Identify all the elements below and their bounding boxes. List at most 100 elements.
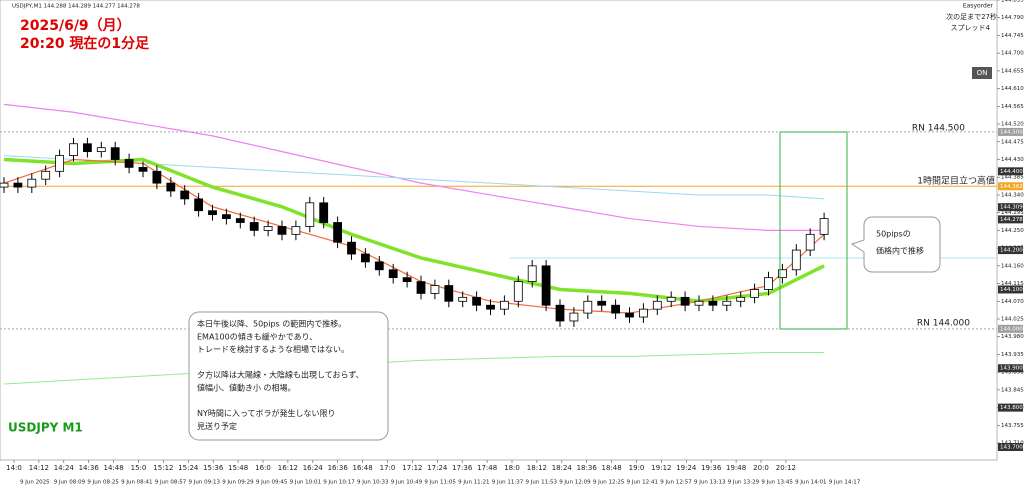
y-tick-label: 143.755 bbox=[1001, 423, 1024, 429]
note-line: 本日午後以降、50pips の範囲内で推移。 bbox=[197, 319, 346, 329]
date-label: 9 Jun 14:17 bbox=[829, 480, 861, 486]
candle-body bbox=[416, 281, 426, 294]
candle-body bbox=[235, 218, 245, 223]
price-tag-label: 144.362 bbox=[1000, 184, 1023, 190]
x-tick-label: 15:12 bbox=[153, 464, 173, 472]
easyorder: Easyorder bbox=[963, 3, 994, 10]
y-tick-label: 144.610 bbox=[1001, 86, 1024, 92]
candle-body bbox=[736, 296, 746, 302]
candle-body bbox=[291, 226, 301, 235]
y-tick-label: 144.295 bbox=[1001, 210, 1024, 216]
x-tick-label: 20:0 bbox=[753, 464, 769, 472]
x-tick-label: 14:12 bbox=[29, 464, 49, 472]
x-tick-label: 16:24 bbox=[303, 464, 324, 472]
date-label: 9 Jun 08:09 bbox=[54, 480, 86, 486]
x-tick-label: 18:0 bbox=[504, 464, 520, 472]
x-tick-label: 17:48 bbox=[477, 464, 497, 472]
price-tag-label: 144.500 bbox=[1000, 129, 1023, 135]
x-tick-label: 18:36 bbox=[577, 464, 598, 472]
price-tag bbox=[998, 246, 1023, 255]
hourly-high-label: 1時間足目立つ高値 bbox=[917, 175, 995, 187]
range-bracket bbox=[779, 131, 848, 330]
candle-body bbox=[360, 253, 370, 263]
price-tag bbox=[998, 403, 1023, 412]
title-line-1: 2025/6/9（月） bbox=[20, 18, 131, 34]
candle-body bbox=[750, 289, 759, 298]
y-tick-label: 144.745 bbox=[1001, 33, 1024, 39]
candle-body bbox=[499, 300, 509, 310]
candle-body bbox=[221, 214, 231, 219]
candle-body bbox=[722, 300, 732, 306]
callout-line: 50pipsの bbox=[876, 230, 911, 239]
candle-body bbox=[374, 261, 384, 271]
candle-body bbox=[597, 300, 607, 306]
y-tick-label: 144.250 bbox=[1001, 228, 1024, 234]
y-tick-label: 144.700 bbox=[1001, 51, 1024, 57]
candle-body bbox=[305, 202, 315, 227]
rn-high-label: RN 144.500 bbox=[912, 124, 965, 134]
date-label: 9 Jun 08:57 bbox=[155, 480, 187, 486]
date-label: 9 Jun 11:05 bbox=[424, 480, 456, 486]
candle-body bbox=[110, 147, 120, 160]
candle-body bbox=[458, 296, 468, 302]
x-tick-label: 18:24 bbox=[552, 464, 573, 472]
x-tick-label: 16:36 bbox=[328, 464, 349, 472]
pair-label: USDJPY M1 bbox=[8, 421, 83, 435]
candle-body bbox=[55, 155, 64, 172]
candle-body bbox=[541, 265, 551, 306]
date-label: 9 Jun 10:33 bbox=[357, 480, 389, 486]
candle-body bbox=[708, 300, 718, 306]
next-bar: 次の足まで27秒 bbox=[946, 12, 997, 21]
candle-body bbox=[430, 285, 440, 294]
candle-body bbox=[652, 300, 662, 310]
candle-body bbox=[791, 249, 801, 271]
candle-body bbox=[166, 182, 176, 192]
candle-body bbox=[333, 222, 343, 243]
date-label: 9 Jun 2025 bbox=[20, 480, 50, 486]
price-tag bbox=[998, 285, 1023, 294]
candle-body bbox=[472, 296, 482, 306]
candle-body bbox=[527, 265, 537, 282]
callout-line: 価格内で推移 bbox=[876, 246, 924, 256]
y-tick-label: 144.565 bbox=[1001, 104, 1024, 110]
candle-body bbox=[347, 241, 356, 255]
candle-body bbox=[819, 218, 829, 235]
note-line: 夕方以降は大陽線・大陰線も出現しておらず、 bbox=[197, 370, 364, 380]
x-tick-label: 19:0 bbox=[629, 464, 645, 472]
x-tick-label: 19:24 bbox=[676, 464, 697, 472]
candle-body bbox=[0, 182, 9, 188]
x-tick-label: 15:36 bbox=[203, 464, 224, 472]
price-tag bbox=[998, 443, 1023, 452]
candle-body bbox=[388, 269, 398, 279]
y-tick-label: 144.835 bbox=[1001, 0, 1024, 4]
x-tick-label: 17:36 bbox=[452, 464, 473, 472]
y-tick-label: 144.475 bbox=[1001, 139, 1024, 145]
price-tag bbox=[998, 182, 1023, 191]
x-tick-label: 17:0 bbox=[380, 464, 396, 472]
candle-body bbox=[513, 281, 523, 302]
x-tick-label: 17:12 bbox=[402, 464, 422, 472]
x-tick-label: 20:12 bbox=[776, 464, 796, 472]
candle-body bbox=[569, 312, 579, 322]
candle-body bbox=[180, 190, 190, 200]
date-label: 9 Jun 11:53 bbox=[526, 480, 558, 486]
note-line: 見送り予定 bbox=[197, 421, 237, 431]
price-tag bbox=[998, 324, 1023, 333]
candle-body bbox=[41, 170, 51, 180]
x-tick-label: 16:0 bbox=[255, 464, 271, 472]
y-tick-label: 144.790 bbox=[1001, 15, 1024, 21]
price-tag bbox=[998, 167, 1023, 176]
candle-body bbox=[96, 147, 106, 153]
price-tag-label: 143.800 bbox=[1000, 405, 1023, 411]
x-tick-label: 19:48 bbox=[726, 464, 746, 472]
price-tag-label: 144.400 bbox=[1000, 169, 1023, 175]
y-tick-label: 144.520 bbox=[1001, 122, 1024, 128]
candle-body bbox=[764, 277, 773, 290]
on-button[interactable] bbox=[972, 67, 992, 79]
x-tick-label: 14:24 bbox=[54, 464, 75, 472]
date-label: 9 Jun 08:41 bbox=[121, 480, 152, 486]
y-tick-label: 143.890 bbox=[1001, 370, 1024, 376]
on-button-label[interactable]: ON bbox=[977, 69, 988, 77]
y-tick-label: 144.655 bbox=[1001, 68, 1024, 74]
date-label: 9 Jun 09:45 bbox=[256, 480, 288, 486]
